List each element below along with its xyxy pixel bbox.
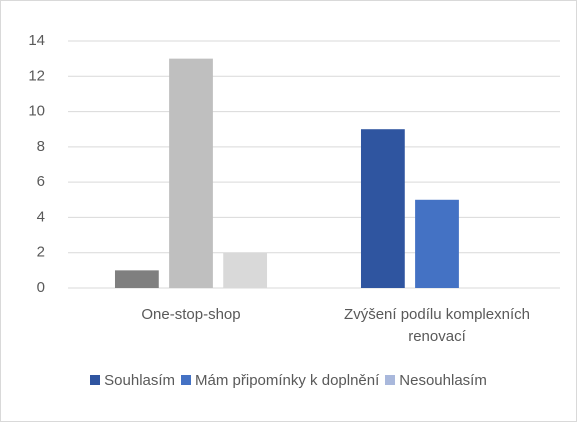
y-tick-label: 10: [28, 103, 45, 120]
x-tick-label: Zvýšení podílu komplexních renovací: [344, 306, 530, 345]
y-tick-label: 6: [37, 173, 45, 190]
legend-label: Mám připomínky k doplnění: [195, 372, 380, 389]
y-tick-label: 12: [28, 67, 45, 84]
bar: [360, 129, 405, 288]
legend-item: Souhlasím: [90, 372, 175, 389]
bar: [223, 252, 268, 288]
y-tick-label: 0: [37, 279, 45, 296]
legend-label: Souhlasím: [104, 372, 176, 389]
y-tick-label: 2: [37, 244, 45, 261]
legend-swatch: [385, 375, 396, 385]
legend-item: Nesouhlasím: [385, 372, 487, 389]
y-tick-label: 4: [37, 208, 45, 225]
legend-swatch: [90, 375, 101, 385]
y-tick-label: 14: [28, 32, 45, 49]
legend-swatch: [181, 375, 192, 385]
bar: [114, 270, 159, 288]
legend: Souhlasím Mám připomínky k doplnění Nesouh…: [0, 372, 577, 389]
y-tick-label: 8: [37, 138, 45, 155]
legend-label: Nesouhlasím: [399, 372, 487, 389]
bar: [169, 58, 213, 289]
legend-item: Mám připomínky k doplnění: [181, 372, 379, 389]
bar: [415, 199, 459, 288]
x-tick-label: One-stop-shop: [141, 306, 241, 323]
